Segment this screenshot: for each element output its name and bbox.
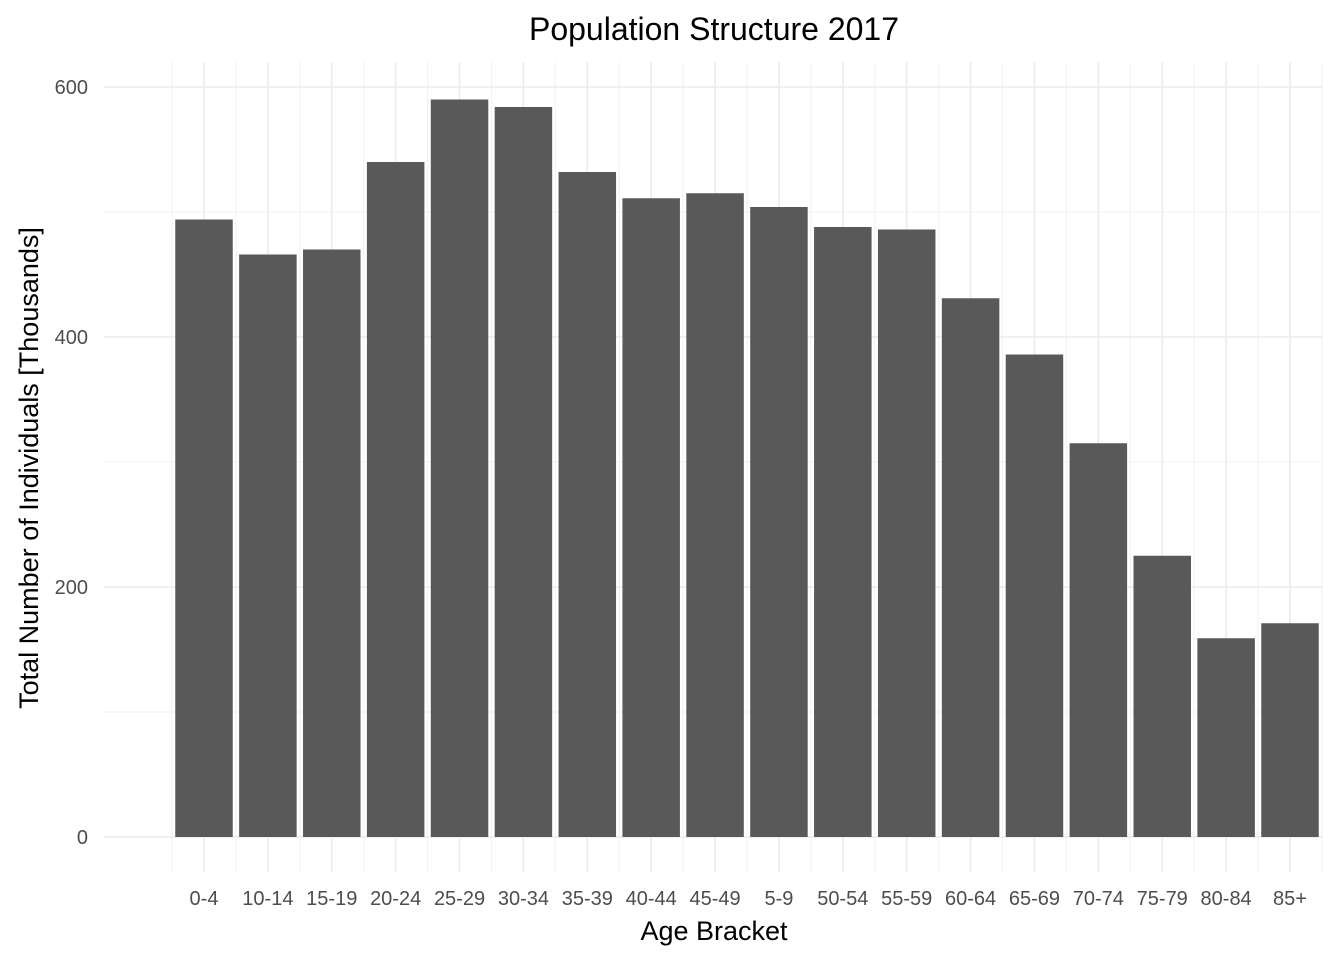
- bar-65-69: [1005, 354, 1064, 837]
- bar-70-74: [1069, 443, 1128, 837]
- bar-55-59: [877, 229, 936, 837]
- x-axis-title: Age Bracket: [640, 916, 788, 946]
- x-axis-ticks: 0-4 10-14 15-19 20-24 25-29 30-34 35-39 40-44 45…: [190, 888, 1307, 910]
- y-axis-ticks: 0 200 400 600: [55, 77, 88, 849]
- bar-10-14: [239, 254, 297, 837]
- bar-25-29: [430, 99, 489, 837]
- bar-0-4: [175, 219, 233, 837]
- bar-20-24: [366, 162, 425, 837]
- x-tick-label: 20-24: [370, 888, 421, 910]
- y-axis-title: Total Number of Individuals [Thousands]: [14, 227, 44, 709]
- bar-35-39: [558, 172, 617, 837]
- x-tick-label: 45-49: [689, 888, 740, 910]
- chart-title: Population Structure 2017: [529, 11, 899, 47]
- bar-40-44: [622, 198, 680, 837]
- bar-50-54: [814, 227, 872, 837]
- x-tick-label: 80-84: [1201, 888, 1252, 910]
- x-tick-label: 30-34: [498, 888, 549, 910]
- x-tick-label: 60-64: [945, 888, 996, 910]
- x-tick-label: 10-14: [242, 888, 293, 910]
- bars: [175, 99, 1319, 837]
- x-tick-label: 5-9: [764, 888, 793, 910]
- x-tick-label: 0-4: [190, 888, 219, 910]
- x-tick-label: 55-59: [881, 888, 932, 910]
- x-tick-label: 25-29: [434, 888, 485, 910]
- x-tick-label: 75-79: [1137, 888, 1188, 910]
- bar-30-34: [494, 107, 553, 837]
- bar-85+: [1261, 623, 1319, 837]
- bar-15-19: [303, 249, 361, 837]
- y-tick-label: 200: [55, 577, 88, 599]
- x-tick-label: 15-19: [306, 888, 357, 910]
- bar-80-84: [1197, 638, 1255, 837]
- bar-5-9: [750, 207, 808, 837]
- x-tick-label: 40-44: [626, 888, 677, 910]
- bar-60-64: [941, 298, 1000, 837]
- x-tick-label: 50-54: [817, 888, 868, 910]
- bar-45-49: [686, 193, 744, 837]
- x-tick-label: 65-69: [1009, 888, 1060, 910]
- y-tick-label: 400: [55, 327, 88, 349]
- y-tick-label: 0: [77, 827, 88, 849]
- x-tick-label: 70-74: [1073, 888, 1124, 910]
- x-tick-label: 35-39: [562, 888, 613, 910]
- bar-75-79: [1133, 555, 1191, 837]
- x-tick-label: 85+: [1273, 888, 1307, 910]
- y-tick-label: 600: [55, 77, 88, 99]
